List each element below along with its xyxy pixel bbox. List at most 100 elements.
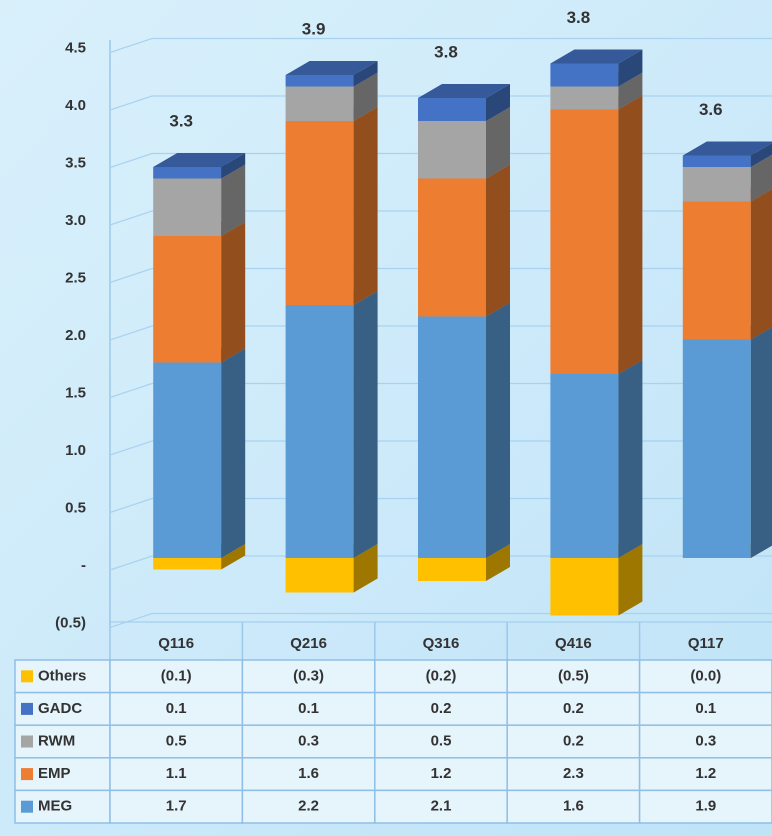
table-value: 0.5 (166, 732, 187, 749)
bar-segment (418, 302, 510, 558)
y-tick-label: 2.0 (65, 327, 86, 344)
bar-top (682, 141, 772, 156)
bar-side (353, 107, 378, 305)
legend-label: RWM (38, 732, 75, 749)
table-value: 1.6 (298, 765, 319, 782)
legend-label: Others (38, 667, 86, 684)
bar-segment (285, 291, 378, 558)
legend-label: MEG (38, 798, 72, 815)
table-value: 1.2 (695, 765, 716, 782)
legend-label: EMP (38, 765, 71, 782)
bar-front (682, 339, 751, 558)
table-value: 0.3 (695, 732, 716, 749)
bar-front (418, 98, 486, 121)
legend-swatch (21, 735, 33, 748)
bar-segment (550, 49, 643, 87)
bar-side (221, 348, 246, 558)
legend-swatch (21, 768, 33, 781)
bar-front (682, 167, 751, 202)
bar-side (486, 84, 510, 121)
table-value: 0.2 (563, 700, 584, 717)
bar-segment (153, 348, 246, 558)
table-value: 2.1 (431, 798, 452, 815)
table-cell (506, 789, 641, 824)
grid-line (109, 37, 772, 54)
table-value: (0.5) (558, 667, 589, 684)
y-tick-label: 3.0 (65, 212, 86, 229)
table-value: 0.2 (563, 732, 584, 749)
legend-swatch (21, 702, 33, 715)
bar-front (418, 316, 486, 558)
category-label: Q216 (290, 635, 327, 652)
table-value: (0.2) (426, 667, 457, 684)
y-tick-label: 1.5 (65, 384, 86, 401)
bar-side (486, 302, 510, 558)
bar-front (285, 121, 354, 305)
table-value: 1.2 (431, 765, 452, 782)
bar-segment (682, 187, 772, 340)
table-cell (374, 789, 508, 824)
table-value: 2.3 (563, 765, 584, 782)
table-value: 0.1 (166, 700, 187, 717)
total-label: 3.6 (699, 100, 723, 119)
total-label: 3.9 (302, 19, 326, 38)
table-value: 0.5 (431, 732, 452, 749)
bar-segment (153, 222, 246, 363)
table-cell (506, 757, 641, 792)
bar-front (285, 86, 354, 121)
bar-side (221, 222, 246, 363)
grid-line (109, 612, 772, 629)
y-tick-label: (0.5) (55, 614, 86, 631)
table-cell (109, 757, 244, 792)
bar-side (486, 107, 510, 179)
y-tick-label: 0.5 (65, 499, 86, 516)
bar-segment (285, 107, 378, 305)
bar-side (618, 95, 643, 374)
bar-side (221, 153, 246, 179)
bar-side (353, 291, 378, 558)
bar-top (418, 84, 510, 98)
bar-side (750, 143, 772, 167)
table-cell (109, 789, 244, 824)
table-value: 0.2 (431, 700, 452, 717)
table-value: (0.3) (293, 667, 324, 684)
bar-front (285, 558, 354, 593)
table-value: 0.1 (298, 700, 319, 717)
bar-front (550, 63, 619, 87)
bar-segment (285, 61, 378, 87)
bar-segment (418, 164, 510, 317)
bar-side (750, 327, 772, 558)
bar-side (353, 61, 378, 87)
bar-front (153, 558, 222, 570)
bar-segment (153, 153, 246, 179)
bar-side (353, 544, 378, 593)
bar-top (153, 153, 246, 167)
bar-side (618, 49, 643, 87)
table-cell (638, 724, 772, 759)
y-tick-label: - (81, 557, 86, 574)
table-value: 1.1 (166, 765, 187, 782)
bar-side (750, 189, 772, 340)
bar-front (550, 109, 619, 374)
y-tick-label: 1.0 (65, 442, 86, 459)
total-label: 3.3 (169, 111, 193, 130)
bar-front (285, 75, 354, 87)
bar-front (418, 178, 486, 317)
table-value: 1.9 (695, 798, 716, 815)
bar-side (353, 72, 378, 121)
bar-side (221, 544, 246, 570)
table-value: 0.3 (298, 732, 319, 749)
bar-side (750, 154, 772, 202)
table-cell (374, 757, 508, 792)
table-cell (109, 659, 244, 694)
total-label: 3.8 (567, 8, 591, 27)
bar-top (550, 49, 643, 64)
bar-side (618, 360, 643, 558)
bar-segment (550, 95, 643, 374)
category-label: Q416 (555, 635, 592, 652)
bar-side (486, 164, 510, 317)
table-cell (241, 757, 376, 792)
table-cell (241, 789, 376, 824)
legend-label: GADC (38, 700, 82, 717)
